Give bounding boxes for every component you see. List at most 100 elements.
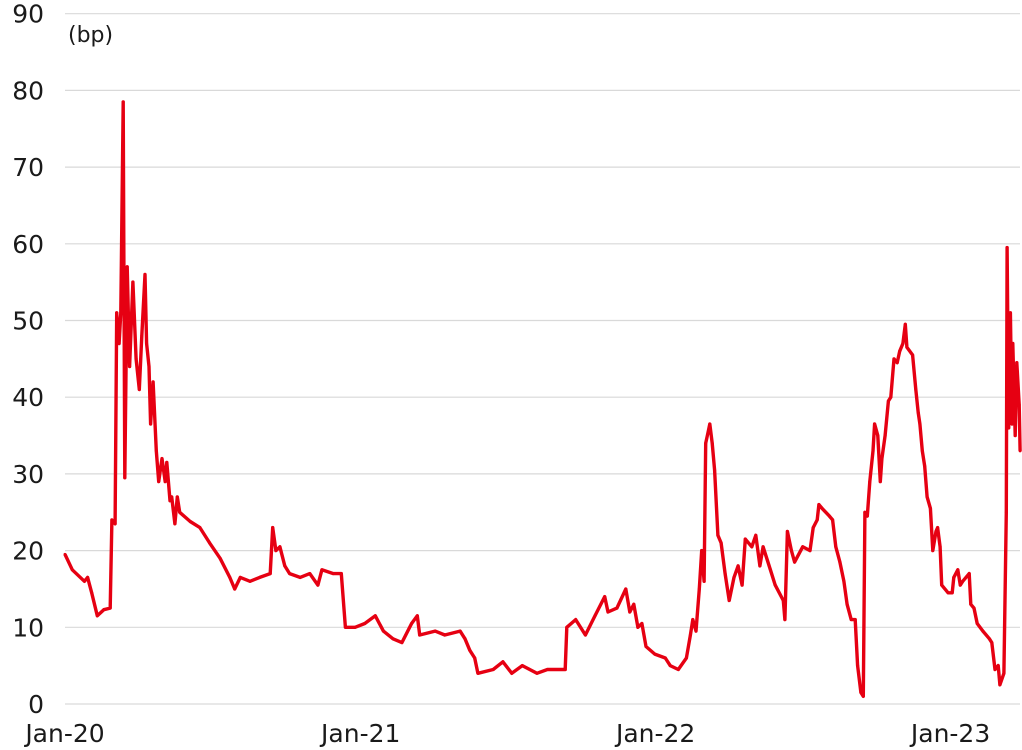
data-point	[911, 353, 915, 357]
data-point	[914, 388, 918, 391]
data-point	[697, 587, 701, 591]
data-point	[936, 526, 940, 530]
data-point	[90, 591, 94, 595]
data-point	[898, 349, 902, 353]
data-point	[238, 575, 242, 579]
data-point	[975, 622, 979, 625]
data-point	[783, 618, 787, 622]
data-point	[248, 579, 252, 583]
data-point	[1013, 434, 1017, 438]
data-point	[391, 637, 395, 641]
data-point	[876, 434, 880, 438]
data-point	[476, 671, 480, 675]
data-point	[615, 606, 619, 610]
y-tick-label: 20	[12, 537, 44, 566]
data-point	[228, 575, 232, 579]
data-point	[950, 591, 954, 595]
data-point	[815, 518, 819, 522]
data-point	[849, 618, 853, 622]
data-point	[706, 430, 710, 434]
data-point	[878, 480, 882, 484]
data-point	[188, 520, 192, 523]
data-point	[119, 311, 123, 315]
data-point	[925, 495, 929, 499]
data-point	[781, 599, 785, 602]
data-point	[583, 633, 587, 637]
data-point	[268, 572, 272, 576]
data-point	[308, 572, 312, 576]
data-point	[969, 602, 973, 606]
data-point	[418, 633, 422, 637]
data-point	[363, 622, 367, 625]
data-point	[920, 449, 924, 453]
data-point	[147, 365, 151, 368]
data-point	[331, 572, 335, 576]
data-point	[353, 625, 357, 629]
data-point	[987, 637, 991, 641]
data-point	[938, 545, 942, 549]
data-point	[339, 572, 343, 576]
data-point	[163, 480, 167, 484]
data-point	[811, 526, 815, 530]
data-point	[946, 591, 950, 595]
data-point	[86, 575, 90, 579]
data-point	[154, 449, 158, 453]
data-point	[1008, 311, 1012, 315]
data-point	[773, 583, 777, 587]
data-point	[688, 633, 692, 637]
data-point	[1007, 426, 1011, 430]
data-point	[996, 664, 1000, 668]
data-point	[691, 618, 695, 622]
data-point	[1002, 671, 1006, 675]
data-point	[624, 587, 628, 591]
data-point	[463, 637, 467, 641]
data-point	[750, 545, 754, 549]
data-point	[863, 510, 867, 514]
data-point	[981, 629, 985, 633]
data-point	[838, 560, 842, 564]
data-point	[736, 564, 740, 568]
data-point	[82, 579, 86, 583]
x-tick-label: Jan-22	[614, 719, 695, 748]
data-point	[702, 579, 706, 583]
data-point	[952, 575, 956, 579]
data-point	[785, 529, 789, 533]
data-point	[889, 395, 893, 399]
data-point	[535, 671, 539, 675]
data-point	[108, 606, 112, 610]
data-point	[173, 522, 177, 526]
data-point	[137, 388, 141, 391]
data-point	[565, 625, 569, 629]
data-point	[95, 614, 99, 618]
data-point	[895, 361, 899, 365]
data-point	[713, 468, 717, 472]
data-point	[410, 622, 414, 625]
data-point	[931, 549, 935, 553]
data-point	[545, 668, 549, 671]
data-point	[827, 514, 831, 518]
data-point	[668, 664, 672, 668]
data-point	[817, 503, 821, 507]
data-point	[640, 622, 644, 625]
data-point	[880, 457, 884, 461]
data-point	[793, 560, 797, 564]
y-tick-label: 90	[12, 0, 44, 29]
data-point	[175, 495, 179, 499]
data-point	[956, 568, 960, 572]
data-point	[834, 545, 838, 549]
data-point	[636, 625, 640, 629]
data-point	[842, 579, 846, 583]
data-point	[990, 641, 994, 645]
data-point	[761, 545, 765, 549]
data-point	[113, 522, 117, 526]
y-axis-unit-label: (bp)	[68, 23, 113, 48]
data-point	[831, 518, 835, 522]
data-point	[233, 587, 237, 591]
data-point	[1011, 342, 1015, 345]
x-tick-label: Jan-23	[909, 719, 990, 748]
data-point	[732, 575, 736, 579]
data-point	[298, 575, 302, 579]
data-point	[808, 549, 812, 553]
data-point	[934, 529, 938, 533]
